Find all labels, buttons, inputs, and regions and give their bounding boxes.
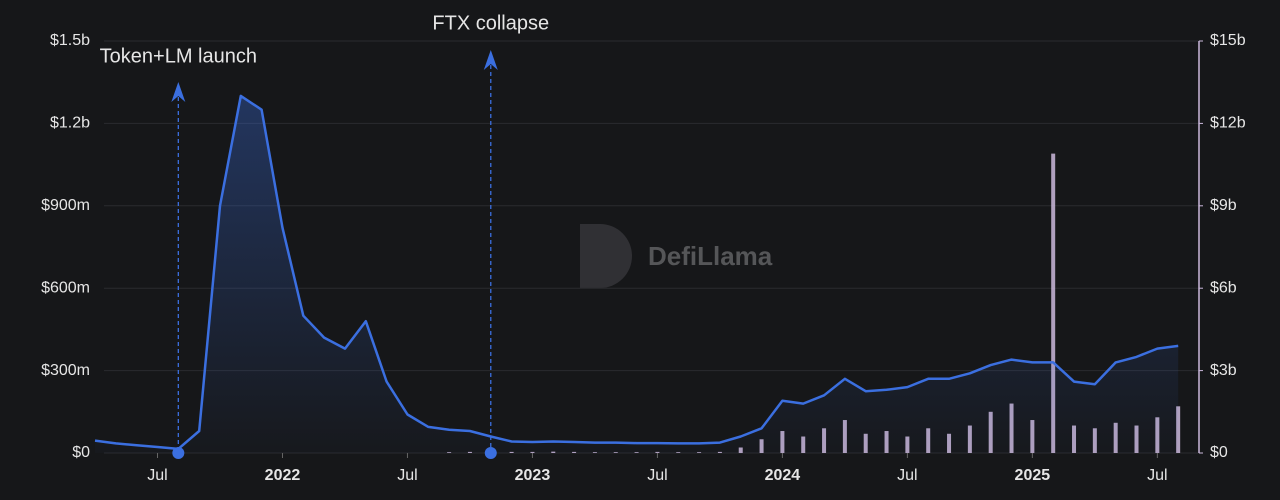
y-tick-label: $300m <box>41 362 90 379</box>
y-tick-label: $900m <box>41 197 90 214</box>
annotation-label: Token+LM launch <box>100 45 257 67</box>
y2-tick-label: $12b <box>1210 115 1246 132</box>
tvl-line <box>94 94 1179 451</box>
y2-tick-label: $15b <box>1210 32 1246 49</box>
annotation-marker <box>484 447 497 459</box>
y2-tick-label: $3b <box>1210 362 1237 379</box>
tvl-area <box>95 95 1179 454</box>
annotation-label: FTX collapse <box>432 12 549 34</box>
y-tick-label: $1.5b <box>50 32 90 49</box>
volume-bar <box>1051 153 1056 453</box>
x-tick-label: 2025 <box>1015 467 1051 484</box>
x-tick-label: Jul <box>1147 467 1167 484</box>
y2-tick-label: $6b <box>1210 279 1237 296</box>
x-tick-label: 2022 <box>265 467 301 484</box>
y2-tick-label: $0 <box>1210 444 1228 461</box>
y-tick-label: $600m <box>41 279 90 296</box>
annotation-arrow <box>483 50 498 70</box>
x-tick-label: Jul <box>647 467 667 484</box>
x-tick-label: 2023 <box>515 467 551 484</box>
annotation-marker <box>172 447 185 459</box>
x-tick-label: Jul <box>397 467 417 484</box>
annotation-arrow <box>171 82 186 102</box>
x-tick-label: 2024 <box>765 467 801 484</box>
x-tick-label: Jul <box>147 467 167 484</box>
y2-tick-label: $9b <box>1210 197 1237 214</box>
watermark: DefiLlama <box>580 224 773 288</box>
watermark-text: DefiLlama <box>648 241 773 271</box>
y-tick-label: $1.2b <box>50 115 90 132</box>
x-tick-label: Jul <box>897 467 917 484</box>
y-tick-label: $0 <box>72 444 90 461</box>
